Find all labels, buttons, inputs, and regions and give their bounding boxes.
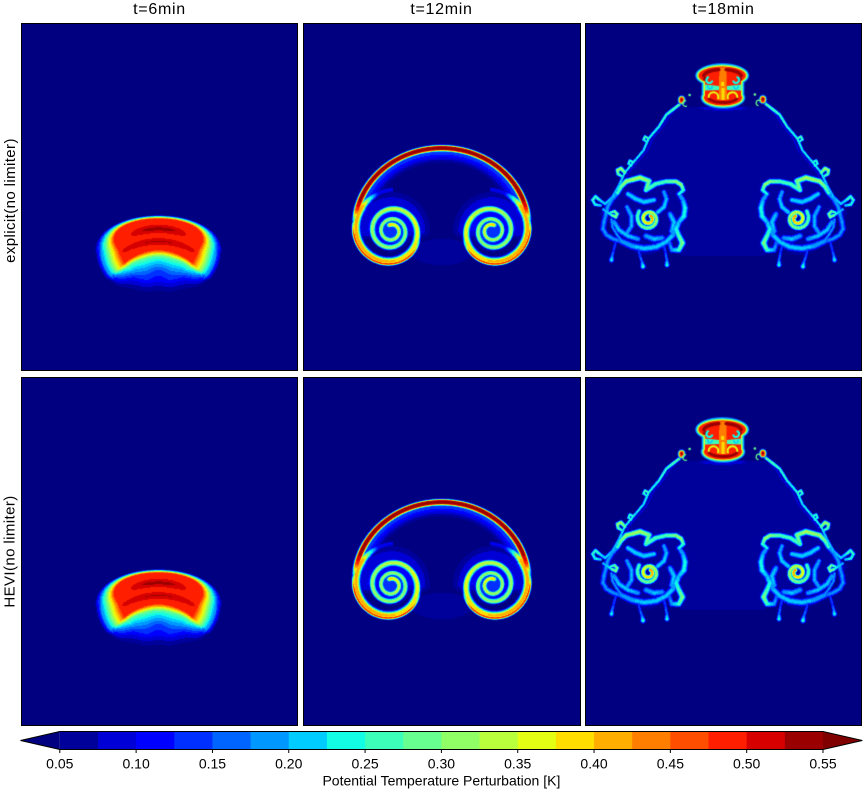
svg-text:0.40: 0.40: [580, 756, 607, 772]
svg-text:0.50: 0.50: [733, 756, 760, 772]
svg-text:Potential Temperature Perturba: Potential Temperature Perturbation [K]: [322, 773, 560, 789]
svg-text:0.10: 0.10: [122, 756, 149, 772]
svg-text:0.15: 0.15: [199, 756, 226, 772]
svg-text:0.35: 0.35: [504, 756, 531, 772]
svg-text:0.45: 0.45: [657, 756, 684, 772]
svg-text:0.05: 0.05: [46, 756, 73, 772]
svg-text:0.30: 0.30: [428, 756, 455, 772]
svg-text:0.20: 0.20: [275, 756, 302, 772]
svg-text:0.25: 0.25: [351, 756, 378, 772]
svg-text:0.55: 0.55: [809, 756, 836, 772]
